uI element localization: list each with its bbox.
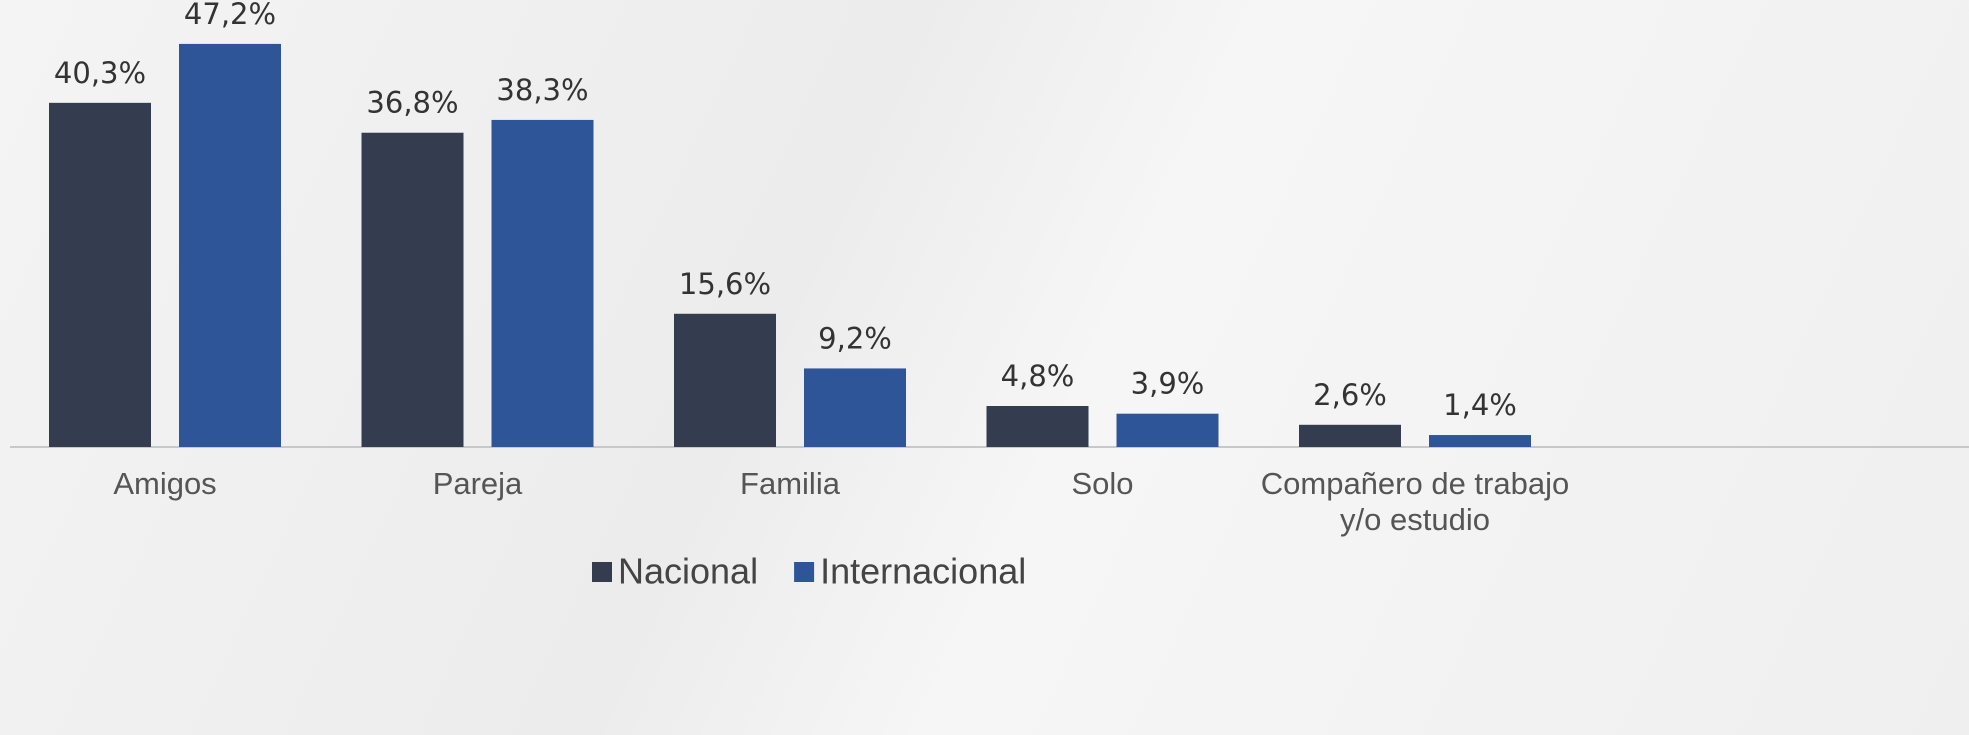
value-label: 15,6% [679, 267, 771, 301]
value-label: 2,6% [1313, 378, 1387, 412]
bar [49, 102, 151, 447]
value-label: 38,3% [496, 73, 588, 107]
bar [804, 368, 906, 447]
value-label: 40,3% [54, 56, 146, 90]
x-tick-label: Compañero de trabajo y/o estudio [1260, 466, 1570, 537]
bar [1116, 413, 1219, 447]
value-label: 4,8% [1001, 359, 1075, 393]
value-label: 1,4% [1443, 388, 1517, 422]
bar [179, 43, 281, 448]
bar [674, 313, 776, 447]
value-label: 3,9% [1131, 367, 1205, 401]
legend-label: Nacional [618, 551, 758, 592]
x-tick-label: Pareja [432, 466, 523, 501]
bar [361, 132, 464, 447]
x-tick-label: Amigos [113, 466, 217, 501]
value-label: 9,2% [818, 321, 892, 355]
value-label: 47,2% [184, 0, 276, 31]
bar [986, 406, 1089, 447]
legend-label: Internacional [820, 551, 1026, 592]
legend-swatch [794, 562, 815, 582]
bar [1429, 435, 1531, 447]
bar [491, 119, 594, 447]
legend-swatch [592, 562, 612, 582]
x-tick-label: Solo [1071, 466, 1134, 501]
bar [1299, 424, 1401, 447]
value-label: 36,8% [366, 86, 458, 120]
x-tick-label: Familia [740, 466, 840, 501]
